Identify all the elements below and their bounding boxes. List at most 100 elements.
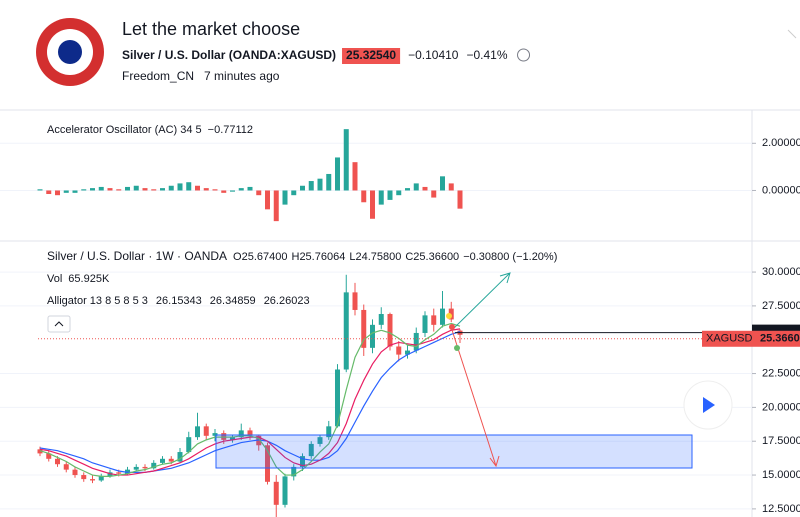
- oscillator-bar: [370, 190, 375, 219]
- price: 25.32540: [346, 48, 396, 62]
- play-button[interactable]: [683, 380, 733, 430]
- candle-body: [238, 430, 244, 438]
- price-tag: [752, 330, 800, 347]
- price-tag-label: 25.3660: [760, 333, 800, 345]
- oscillator-bar: [387, 190, 393, 200]
- candle-body: [125, 469, 130, 474]
- candle-body: [387, 314, 393, 347]
- candle-body: [273, 481, 279, 505]
- candle-body: [256, 435, 262, 446]
- oscillator-bar: [326, 173, 332, 191]
- candle-body: [440, 308, 445, 325]
- oscillator-bar: [46, 190, 52, 195]
- oscillator-bar: [81, 189, 87, 191]
- candle-body: [308, 443, 314, 457]
- alligator-line: [39, 331, 461, 473]
- oscillator-bar: [212, 189, 218, 191]
- candle-body: [142, 466, 148, 469]
- oscillator-bar: [116, 189, 122, 191]
- oscillator-bar: [282, 190, 288, 205]
- candle-body: [265, 445, 270, 482]
- candle-body: [448, 308, 454, 320]
- oscillator-bar: [273, 190, 279, 222]
- candle-body: [63, 464, 69, 470]
- oscillator-bar: [168, 185, 174, 191]
- candle-body: [317, 437, 323, 444]
- oscillator-bar: [378, 190, 384, 205]
- oscillator-bar: [431, 190, 437, 198]
- candle-body: [405, 350, 410, 355]
- ohlc-key: L: [349, 251, 355, 263]
- time: 7 minutes ago: [204, 69, 280, 83]
- oscillator-bar: [72, 190, 78, 193]
- change-percent: −0.41%: [466, 48, 507, 62]
- oscillator-bar: [98, 186, 104, 191]
- y-tick-label: 20.0000: [762, 401, 800, 413]
- y-tick-label: 27.5000: [762, 300, 800, 312]
- candle-body: [291, 466, 297, 477]
- candle-body: [230, 437, 235, 440]
- indicator-value: −0.77112: [208, 124, 253, 136]
- oscillator-bar: [133, 185, 139, 191]
- ohlc-value: 25.67400: [242, 251, 288, 263]
- y-tick-label: 0.00000: [762, 184, 800, 196]
- marker: [454, 345, 460, 351]
- alligator-value: 26.34859: [210, 295, 256, 307]
- candle-body: [396, 346, 402, 355]
- candle-body: [422, 315, 428, 333]
- oscillator-bar: [256, 190, 262, 196]
- alligator-value: 26.26023: [264, 295, 310, 307]
- symbol-link: Silver / U.S. Dollar (OANDA:XAGUSD): [122, 48, 336, 62]
- down-arrow: [451, 329, 500, 468]
- up-arrow: [451, 272, 511, 331]
- zone-rectangle: [215, 434, 693, 469]
- symbol-tag-label: XAGUSD: [706, 333, 753, 345]
- collapse-icon: [54, 321, 64, 327]
- candle-body: [90, 479, 95, 481]
- oscillator-bar: [422, 186, 428, 191]
- ohlc-key: C: [405, 251, 413, 263]
- close-button[interactable]: [787, 29, 797, 39]
- oscillator-bar: [125, 186, 130, 191]
- oscillator-bar: [413, 183, 419, 191]
- oscillator-bar: [448, 183, 454, 191]
- indicator-label: Accelerator Oscillator (AC) 34 5: [47, 124, 202, 136]
- candle-body: [195, 426, 200, 438]
- ohlc-value: 25.76064: [299, 251, 345, 263]
- oscillator-bar: [396, 190, 402, 196]
- oscillator-bar: [405, 188, 410, 191]
- marker: [446, 313, 452, 319]
- candle-body: [352, 292, 358, 310]
- oscillator-bar: [142, 188, 148, 191]
- oscillator-bar: [63, 190, 69, 193]
- marker: [449, 324, 455, 330]
- candle-body: [326, 426, 332, 438]
- candle-body: [72, 469, 78, 476]
- oscillator-bar: [308, 181, 314, 191]
- oscillator-bar: [230, 190, 235, 192]
- candle-body: [282, 476, 288, 505]
- oscillator-bar: [317, 178, 323, 191]
- change: −0.30800 (−1.20%): [463, 251, 557, 263]
- y-tick-label: 15.0000: [762, 469, 800, 481]
- ohlc-key: H: [291, 251, 299, 263]
- oscillator-bar: [195, 185, 200, 191]
- candle-body: [168, 458, 174, 462]
- ohlc-value: 25.36600: [413, 251, 459, 263]
- oscillator-bar: [291, 190, 297, 196]
- candle-body: [177, 452, 183, 462]
- alligator-line: [39, 322, 461, 478]
- candle-body: [378, 314, 384, 325]
- collapse-button[interactable]: [47, 315, 71, 333]
- volume-value: 65.925K: [68, 273, 110, 285]
- change: −0.10410: [408, 48, 459, 62]
- alert-icon[interactable]: [517, 48, 531, 62]
- candle-body: [343, 292, 349, 370]
- oscillator-bar: [335, 157, 340, 191]
- candle-body: [247, 430, 253, 436]
- oscillator-bar: [151, 189, 157, 191]
- candle-body: [160, 458, 165, 463]
- candle-body: [98, 476, 104, 481]
- oscillator-bar: [265, 190, 270, 210]
